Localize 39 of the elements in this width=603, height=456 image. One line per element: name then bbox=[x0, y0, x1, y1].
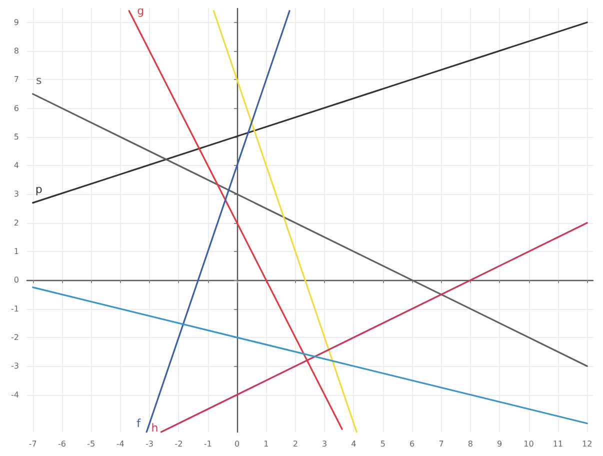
x-tick-label: 6 bbox=[410, 440, 415, 448]
x-tick-label: 10 bbox=[524, 440, 534, 448]
series-label: h bbox=[151, 422, 158, 434]
x-tick-label: 12 bbox=[582, 440, 592, 448]
x-tick-label: -7 bbox=[28, 440, 37, 448]
x-tick-label: 3 bbox=[322, 440, 328, 448]
x-tick-label: 11 bbox=[552, 440, 564, 448]
x-tick-label: -2 bbox=[174, 440, 183, 448]
x-tick-label: -3 bbox=[146, 440, 154, 448]
y-tick-label: 8 bbox=[14, 46, 19, 56]
x-tick-label: 8 bbox=[468, 440, 473, 448]
y-tick-label: 4 bbox=[14, 161, 19, 170]
x-tick-label: -5 bbox=[87, 440, 96, 448]
y-tick-label: -2 bbox=[10, 332, 19, 342]
y-tick-label: 7 bbox=[14, 75, 19, 84]
x-tick-label: -4 bbox=[116, 440, 124, 448]
x-tick-label: 2 bbox=[292, 440, 298, 448]
series-label: g bbox=[137, 4, 144, 18]
x-tick-label: 9 bbox=[497, 440, 502, 448]
series-label: p bbox=[35, 182, 42, 196]
y-tick-label: -3 bbox=[10, 362, 19, 371]
y-tick-label: 0 bbox=[14, 276, 19, 285]
series-label: s bbox=[36, 74, 42, 87]
y-tick-label: 9 bbox=[14, 18, 19, 27]
y-tick-label: 5 bbox=[14, 132, 19, 142]
x-tick-label: -6 bbox=[58, 440, 66, 448]
x-tick-label: 7 bbox=[438, 440, 444, 448]
x-tick-label: 1 bbox=[264, 440, 269, 448]
x-tick-label: -1 bbox=[204, 440, 212, 448]
y-tick-label: 1 bbox=[14, 247, 19, 256]
y-tick-label: 6 bbox=[14, 104, 19, 113]
x-tick-label: 5 bbox=[380, 440, 386, 448]
x-tick-label: 0 bbox=[234, 440, 240, 448]
series-label: f bbox=[136, 417, 142, 430]
y-tick-label: 3 bbox=[14, 190, 19, 199]
y-tick-label: -1 bbox=[10, 304, 19, 314]
x-tick-label: 4 bbox=[351, 440, 356, 448]
y-tick-label: -4 bbox=[10, 390, 19, 400]
y-tick-label: 2 bbox=[14, 218, 19, 228]
